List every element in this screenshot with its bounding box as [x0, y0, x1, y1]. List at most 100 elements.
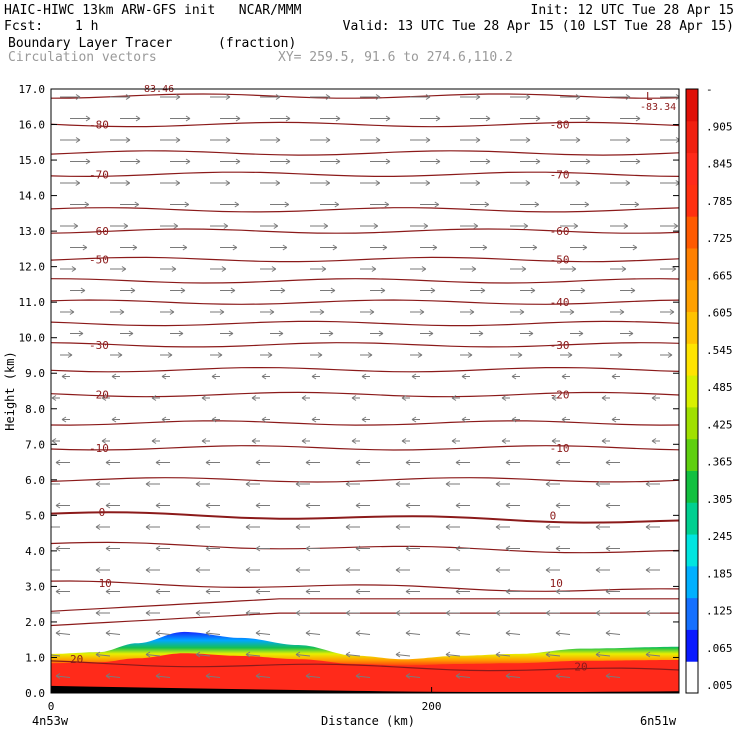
vector-arrowhead — [234, 201, 240, 208]
vector-arrowhead — [195, 524, 201, 530]
vector-arrowhead — [161, 416, 167, 423]
vector-arrowhead — [55, 630, 61, 636]
contour-label: -70 — [89, 168, 109, 181]
vector-arrowhead — [55, 545, 61, 552]
colorbar-label: - — [706, 83, 713, 96]
vector-arrowhead — [571, 266, 577, 272]
vector-arrow — [55, 675, 71, 678]
vector-arrowhead — [605, 673, 611, 679]
vector-arrowhead — [632, 244, 638, 251]
contour-label: -10 — [89, 442, 109, 455]
vector-arrowhead — [271, 266, 277, 272]
colorbar: .005 .065 .125 .185 .245 .305 .365 .425 .485 .545… — [685, 83, 733, 694]
vector-arrowhead — [567, 352, 573, 358]
vector-arrowhead — [345, 524, 351, 530]
vector-arrowhead — [555, 630, 561, 636]
contour-label: 20 — [70, 653, 83, 666]
vector-arrowhead — [675, 180, 679, 186]
vector-arrowhead — [521, 266, 527, 272]
x-tick-label: 200 — [422, 700, 442, 713]
vector-arrowhead — [505, 545, 511, 552]
vector-arrowhead — [382, 244, 388, 251]
y-tick-label: 7.0 — [25, 438, 45, 451]
vector-arrowhead — [561, 373, 567, 380]
vector-arrowhead — [145, 610, 151, 616]
colorbar-label: .245 — [706, 530, 733, 543]
vector-arrowhead — [221, 266, 227, 272]
isotherm-line — [51, 171, 679, 178]
vector-arrow — [405, 632, 421, 635]
vector-arrowhead — [245, 567, 251, 573]
vector-arrowhead — [469, 309, 475, 315]
isotherm-line — [51, 320, 679, 327]
vector-arrowhead — [651, 438, 657, 444]
vector-arrowhead — [628, 330, 634, 337]
vector-arrowhead — [435, 158, 441, 165]
y-tick-label: 0.0 — [25, 687, 45, 700]
vector-arrowhead — [575, 137, 581, 143]
colorbar-label: .485 — [706, 381, 733, 394]
vector-arrowhead — [334, 201, 340, 208]
colorbar-segment — [686, 502, 698, 535]
isotherm-line — [51, 391, 679, 398]
vector-arrowhead — [645, 524, 651, 530]
vector-arrowhead — [273, 223, 279, 229]
vector-arrowhead — [125, 94, 131, 100]
vector-arrowhead — [405, 545, 411, 552]
isotherm-line — [51, 228, 679, 234]
y-tick-label: 15.0 — [19, 154, 46, 167]
vector-arrowhead — [611, 416, 617, 423]
colorbar-label: .725 — [706, 232, 733, 245]
vector-arrowhead — [525, 94, 531, 100]
vector-arrow — [51, 654, 61, 657]
vector-arrowhead — [75, 180, 81, 186]
vector-arrowhead — [195, 481, 201, 487]
vector-arrow — [295, 654, 311, 657]
colorbar-segment — [686, 534, 698, 567]
contour-label: -10 — [550, 442, 570, 455]
vector-arrowhead — [325, 137, 331, 143]
init-time: Init: 12 UTC Tue 28 Apr 15 — [530, 3, 735, 18]
vector-arrowhead — [411, 416, 417, 423]
vector-arrowhead — [405, 630, 411, 636]
vector-arrow — [305, 632, 321, 635]
vector-arrow — [145, 654, 161, 657]
vector-arrowhead — [101, 395, 107, 401]
vector-arrowhead — [484, 201, 490, 208]
x-axis-title: Distance (km) — [321, 714, 415, 728]
vector-arrowhead — [67, 352, 73, 358]
isotherm-line — [51, 541, 679, 554]
vector-arrowhead — [675, 94, 679, 100]
vector-arrowhead — [535, 158, 541, 165]
vector-arrowhead — [305, 630, 311, 636]
contour-label: -60 — [550, 225, 570, 238]
vector-arrowhead — [519, 309, 525, 315]
vector-arrowhead — [151, 395, 157, 401]
vector-arrowhead — [585, 158, 591, 165]
vector-arrowhead — [675, 137, 679, 143]
vector-arrowhead — [211, 416, 217, 423]
vector-arrow — [55, 632, 71, 635]
contour-label: -80 — [89, 119, 109, 132]
vector-arrowhead — [223, 223, 229, 229]
colorbar-label: .125 — [706, 605, 733, 618]
vector-arrowhead — [195, 567, 201, 573]
vector-arrowhead — [323, 223, 329, 229]
vector-arrowhead — [625, 94, 631, 100]
vector-arrowhead — [595, 610, 601, 616]
y-tick-label: 4.0 — [25, 545, 45, 558]
contour-label: -30 — [89, 339, 109, 352]
vector-arrowhead — [635, 115, 641, 122]
vector-arrowhead — [605, 502, 611, 509]
vector-arrowhead — [545, 610, 551, 616]
vector-arrowhead — [295, 481, 301, 487]
vector-arrowhead — [555, 459, 561, 466]
vector-arrowhead — [167, 352, 173, 358]
colorbar-segment — [686, 120, 698, 154]
vector-arrowhead — [205, 545, 211, 552]
vector-arrowhead — [217, 352, 223, 358]
isotherm-line — [51, 580, 679, 592]
contour-label: -20 — [89, 389, 109, 402]
y-tick-label: 14.0 — [19, 190, 46, 203]
vector-arrowhead — [145, 567, 151, 573]
